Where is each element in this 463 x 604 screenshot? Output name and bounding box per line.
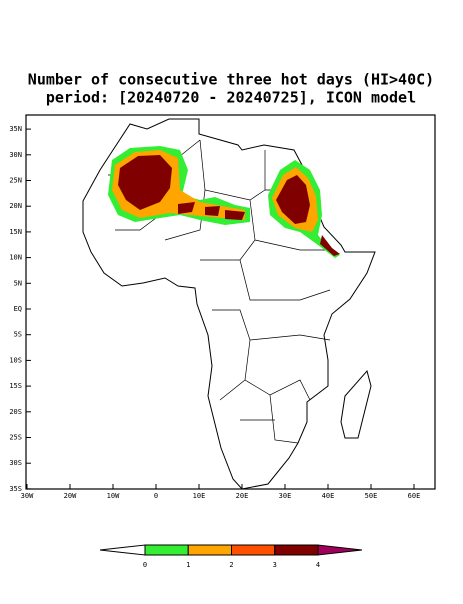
lat-tick-label: EQ: [14, 305, 22, 313]
colorbar-end: [317, 544, 363, 556]
colorbar-label: 0: [143, 561, 147, 569]
lon-tick-label: 60E: [408, 492, 421, 500]
lon-tick-label: 10E: [193, 492, 206, 500]
colorbar-label: 4: [316, 561, 320, 569]
colorbar-label: 3: [273, 561, 277, 569]
lat-tick-label: 10S: [9, 356, 22, 364]
hot-days-field: [108, 146, 340, 258]
lon-tick-label: 10W: [107, 492, 120, 500]
lon-tick-label: 30W: [21, 492, 34, 500]
colorbar-box: [187, 544, 232, 556]
lat-tick-label: 15N: [9, 228, 22, 236]
colorbar-label: 2: [229, 561, 233, 569]
lon-tick-label: 0: [154, 492, 158, 500]
madagascar: [340, 369, 372, 439]
lat-tick-label: 5S: [14, 331, 22, 339]
lon-tick-label: 40E: [322, 492, 335, 500]
lat-tick-label: 5N: [14, 279, 22, 287]
lat-tick-label: 30N: [9, 151, 22, 159]
colorbar-box: [144, 544, 189, 556]
lat-tick-label: 25S: [9, 434, 22, 442]
title-line: period: [20240720 - 20240725], ICON mode…: [46, 89, 416, 107]
lat-tick-label: 20N: [9, 202, 22, 210]
map-frame: [25, 114, 436, 490]
lon-tick-label: 30E: [279, 492, 292, 500]
lat-tick-label: 25N: [9, 177, 22, 185]
colorbar-end: [99, 544, 146, 556]
colorbar-box: [274, 544, 319, 556]
lat-tick-label: 35N: [9, 125, 22, 133]
colorbar-box: [231, 544, 276, 556]
lat-tick-label: 10N: [9, 254, 22, 262]
lat-tick-label: 30S: [9, 459, 22, 467]
title-line: Number of consecutive three hot days (HI…: [28, 71, 434, 89]
lon-tick-label: 20E: [236, 492, 249, 500]
colorbar-label: 1: [186, 561, 190, 569]
lon-tick-label: 50E: [365, 492, 378, 500]
lat-tick-label: 20S: [9, 408, 22, 416]
map-area: [25, 114, 436, 490]
lon-tick-label: 20W: [64, 492, 77, 500]
lat-tick-label: 15S: [9, 382, 22, 390]
lat-tick-label: 35S: [9, 485, 22, 493]
